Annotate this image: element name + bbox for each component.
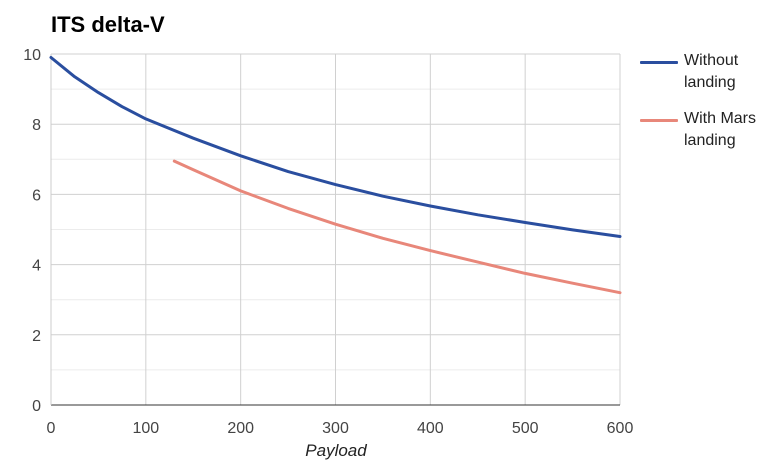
- y-tick-label: 0: [32, 398, 41, 415]
- series-line-1: [172, 159, 622, 295]
- x-tick-label: 0: [47, 420, 56, 437]
- y-tick-label: 10: [23, 47, 41, 64]
- y-tick-label: 2: [32, 328, 41, 345]
- legend-item-with-mars-landing[interactable]: With Mars landing: [640, 108, 770, 166]
- x-tick-label: 500: [512, 420, 539, 437]
- gridlines: [51, 53, 621, 405]
- axes: [50, 54, 620, 406]
- x-tick-label: 300: [322, 420, 349, 437]
- x-tick-label: 200: [227, 420, 254, 437]
- x-tick-label: 600: [607, 420, 634, 437]
- legend-label-with-mars-landing: With Mars landing: [684, 110, 756, 149]
- legend-item-without-landing[interactable]: Without landing: [640, 50, 770, 108]
- x-tick-label: 100: [132, 420, 159, 437]
- legend-swatch-with-mars-landing: [640, 119, 678, 122]
- x-tick-labels: 0 100 200 300 400 500 600: [47, 420, 634, 437]
- chart-title: ITS delta-V: [51, 12, 165, 37]
- series-lines: [49, 56, 622, 295]
- y-tick-label: 8: [32, 117, 41, 134]
- x-axis-label: Payload: [305, 441, 367, 460]
- legend-label-without-landing: Without landing: [684, 52, 739, 91]
- y-tick-label: 6: [32, 187, 41, 204]
- x-tick-label: 400: [417, 420, 444, 437]
- legend-swatch-without-landing: [640, 61, 678, 64]
- series-line-0: [49, 56, 622, 238]
- y-tick-label: 4: [32, 258, 41, 275]
- y-tick-labels: 0 2 4 6 8 10: [23, 47, 41, 415]
- legend: Without landing With Mars landing: [640, 50, 770, 166]
